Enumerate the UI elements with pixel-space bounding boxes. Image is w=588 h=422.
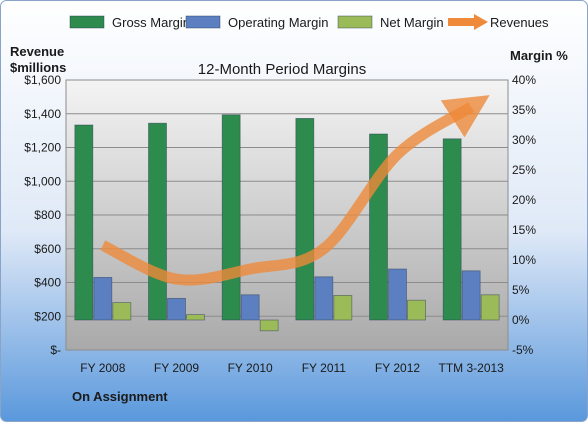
bar-net-margin	[186, 314, 205, 321]
left-tick-label: $1,400	[24, 107, 61, 121]
right-axis-title: Margin %	[510, 48, 568, 63]
revenue-line-group	[100, 95, 490, 286]
right-tick-label: 15%	[512, 223, 536, 237]
legend-label: Revenues	[490, 15, 549, 30]
right-tick-label: 5%	[512, 283, 530, 297]
right-tick-label: 25%	[512, 163, 536, 177]
right-tick-label: 10%	[512, 253, 536, 267]
legend-label: Gross Margin	[112, 15, 190, 30]
left-tick-label: $1,200	[24, 141, 61, 155]
left-axis-title-line1: Revenue	[10, 44, 64, 59]
left-tick-label: $-	[50, 343, 61, 357]
x-tick-label: FY 2012	[375, 361, 420, 375]
legend-label: Net Margin	[380, 15, 444, 30]
left-axis-title-line2: $millions	[10, 60, 66, 75]
right-tick-label: 30%	[512, 133, 536, 147]
legend: Gross Margin Operating Margin Net Margin Re…	[69, 14, 549, 30]
left-axis-ticks: $- $200 $400 $600 $800 $1,000 $1,200 $1,400 $1,6…	[24, 73, 61, 357]
bar-net-margin	[333, 294, 353, 321]
bar-operating-margin	[314, 276, 334, 321]
right-axis-ticks: -5% 0% 5% 10% 15% 20% 25% 30% 35% 40%	[512, 73, 536, 357]
right-tick-label: 0%	[512, 313, 530, 327]
bar-operating-margin	[388, 268, 407, 321]
x-tick-label: FY 2008	[80, 361, 125, 375]
left-tick-label: $400	[34, 276, 61, 290]
left-tick-label: $800	[34, 208, 61, 222]
bar-net-margin	[407, 299, 426, 321]
legend-swatch	[185, 15, 221, 29]
bar-gross-margin	[221, 114, 241, 321]
right-tick-label: -5%	[512, 343, 534, 357]
legend-label: Operating Margin	[228, 15, 328, 30]
footer-label: On Assignment	[72, 389, 168, 404]
x-tick-label: TTM 3-2013	[438, 361, 504, 375]
revenue-line	[100, 95, 490, 286]
bar-gross-margin	[148, 122, 167, 321]
bar-operating-margin	[240, 294, 260, 321]
right-tick-label: 20%	[512, 193, 536, 207]
left-tick-label: $200	[34, 309, 61, 323]
left-tick-label: $1,600	[24, 73, 61, 87]
right-tick-label: 40%	[512, 73, 536, 87]
bar-net-margin	[112, 302, 132, 321]
x-axis-ticks: FY 2008 FY 2009 FY 2010 FY 2011 FY 2012 TTM 3…	[80, 361, 504, 375]
bar-gross-margin	[295, 118, 315, 321]
bar-net-margin	[259, 319, 279, 332]
legend-swatch	[337, 15, 373, 29]
legend-swatch	[69, 15, 105, 29]
bar-operating-margin	[93, 276, 113, 321]
bar-gross-margin	[74, 124, 94, 321]
gridlines	[66, 113, 508, 317]
right-tick-label: 35%	[512, 103, 536, 117]
x-tick-label: FY 2009	[154, 361, 199, 375]
bar-net-margin	[480, 294, 500, 321]
bar-operating-margin	[167, 297, 186, 321]
left-tick-label: $1,000	[24, 174, 61, 188]
legend-arrow-icon	[474, 14, 488, 30]
x-tick-label: FY 2011	[302, 361, 347, 375]
x-tick-label: FY 2010	[228, 361, 273, 375]
bar-operating-margin	[461, 270, 481, 321]
bar-gross-margin	[442, 138, 462, 321]
left-tick-label: $600	[34, 242, 61, 256]
chart-title: 12-Month Period Margins	[198, 61, 366, 78]
